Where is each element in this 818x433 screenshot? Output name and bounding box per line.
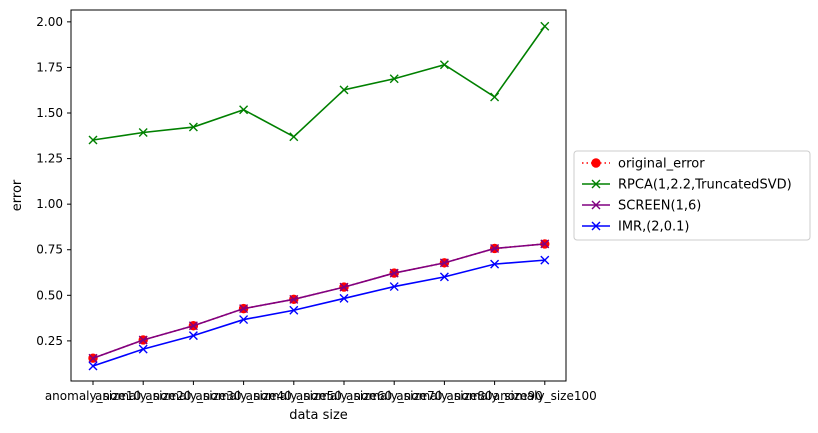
data-point-imr-2-0-1-3 xyxy=(188,331,198,341)
data-point-screen-1-6-5 xyxy=(289,294,299,304)
data-point-screen-1-6-6 xyxy=(339,282,349,292)
x-tick-label-7: anomaly_size70 xyxy=(346,389,442,403)
data-point-rpca-1-2-2-truncatedsvd-5 xyxy=(289,132,299,142)
legend-box xyxy=(573,150,811,241)
series-line-screen-1-6 xyxy=(92,243,545,359)
series-screen-1-6 xyxy=(88,239,550,363)
x-tick-label-3: anomaly_size30 xyxy=(145,389,241,403)
legend-marker-screen-1-6 xyxy=(591,200,601,210)
x-axis-label: data size xyxy=(289,408,348,423)
series-imr-2-0-1 xyxy=(88,255,550,371)
data-point-rpca-1-2-2-truncatedsvd-10 xyxy=(540,21,550,31)
legend-entry-imr-2-0-1: IMR,(2,0.1) xyxy=(582,220,689,235)
y-tick-label-2: 0.50 xyxy=(36,288,63,302)
y-axis: 0.25 0.50 0.75 1.00 1.25 1.50 1.75 2.00 xyxy=(36,15,71,348)
data-point-imr-2-0-1-10 xyxy=(540,255,550,265)
y-tick-label-4: 1.00 xyxy=(36,197,63,211)
data-point-imr-2-0-1-4 xyxy=(239,315,249,325)
data-point-screen-1-6-8 xyxy=(439,258,449,268)
plot-area xyxy=(70,9,567,382)
data-point-imr-2-0-1-1 xyxy=(88,361,98,371)
legend-entry-rpca-1-2-2-truncatedsvd: RPCA(1,2.2,TruncatedSVD) xyxy=(582,178,792,193)
legend-marker-rpca-1-2-2-truncatedsvd xyxy=(591,179,601,189)
data-point-rpca-1-2-2-truncatedsvd-6 xyxy=(339,85,349,95)
legend-marker-original-error xyxy=(591,158,601,168)
y-tick-label-1: 0.25 xyxy=(36,334,63,348)
data-point-imr-2-0-1-6 xyxy=(339,293,349,303)
series-line-imr-2-0-1 xyxy=(92,259,545,367)
x-tick-label-2: anomaly_size20 xyxy=(95,389,191,403)
y-tick-label-7: 1.75 xyxy=(36,60,63,74)
x-tick-label-5: anomaly_size50 xyxy=(246,389,342,403)
data-point-rpca-1-2-2-truncatedsvd-7 xyxy=(389,74,399,84)
y-tick-label-3: 0.75 xyxy=(36,243,63,257)
x-tick-label-10: anomaly_size100 xyxy=(493,389,597,403)
series-rpca-1-2-2-truncatedsvd xyxy=(88,21,550,145)
data-point-imr-2-0-1-2 xyxy=(138,344,148,354)
legend-label-screen-1-6: SCREEN(1,6) xyxy=(618,199,701,214)
legend-entry-screen-1-6: SCREEN(1,6) xyxy=(582,199,701,214)
legend-label-rpca-1-2-2-truncatedsvd: RPCA(1,2.2,TruncatedSVD) xyxy=(618,178,792,193)
data-point-screen-1-6-1 xyxy=(88,353,98,363)
y-tick-label-5: 1.25 xyxy=(36,152,63,166)
data-point-rpca-1-2-2-truncatedsvd-4 xyxy=(239,105,249,115)
x-tick-label-8: anomaly_size80 xyxy=(396,389,492,403)
x-axis: anomaly_size10anomaly_size20anomaly_size… xyxy=(45,381,597,403)
data-point-imr-2-0-1-9 xyxy=(490,259,500,269)
legend-label-original-error: original_error xyxy=(618,157,705,172)
y-tick-label-6: 1.50 xyxy=(36,106,63,120)
y-tick-label-8: 2.00 xyxy=(36,15,63,29)
x-tick-label-1: anomaly_size10 xyxy=(45,389,141,403)
data-point-rpca-1-2-2-truncatedsvd-8 xyxy=(439,60,449,70)
legend-label-imr-2-0-1: IMR,(2,0.1) xyxy=(618,220,689,235)
data-point-rpca-1-2-2-truncatedsvd-3 xyxy=(188,122,198,132)
x-tick-label-4: anomaly_size40 xyxy=(195,389,291,403)
data-point-screen-1-6-9 xyxy=(490,243,500,253)
data-point-screen-1-6-10 xyxy=(540,239,550,249)
data-point-screen-1-6-2 xyxy=(138,335,148,345)
data-point-screen-1-6-4 xyxy=(239,304,249,314)
legend-entry-original-error: original_error xyxy=(582,157,705,172)
data-point-rpca-1-2-2-truncatedsvd-1 xyxy=(88,135,98,145)
series-layer xyxy=(88,21,550,371)
x-tick-label-9: anomaly_size90 xyxy=(446,389,542,403)
data-point-imr-2-0-1-8 xyxy=(439,272,449,282)
y-axis-label: error xyxy=(10,179,25,211)
data-point-rpca-1-2-2-truncatedsvd-9 xyxy=(490,92,500,102)
legend-marker-imr-2-0-1 xyxy=(591,221,601,231)
series-line-rpca-1-2-2-truncatedsvd xyxy=(92,25,546,141)
legend: original_error RPCA(1,2.2,TruncatedSVD) SC… xyxy=(573,150,811,241)
data-point-imr-2-0-1-7 xyxy=(389,282,399,292)
x-tick-label-6: anomaly_size60 xyxy=(296,389,392,403)
data-point-screen-1-6-3 xyxy=(188,321,198,331)
data-point-imr-2-0-1-5 xyxy=(289,305,299,315)
data-point-screen-1-6-7 xyxy=(389,268,399,278)
data-point-rpca-1-2-2-truncatedsvd-2 xyxy=(138,128,148,138)
